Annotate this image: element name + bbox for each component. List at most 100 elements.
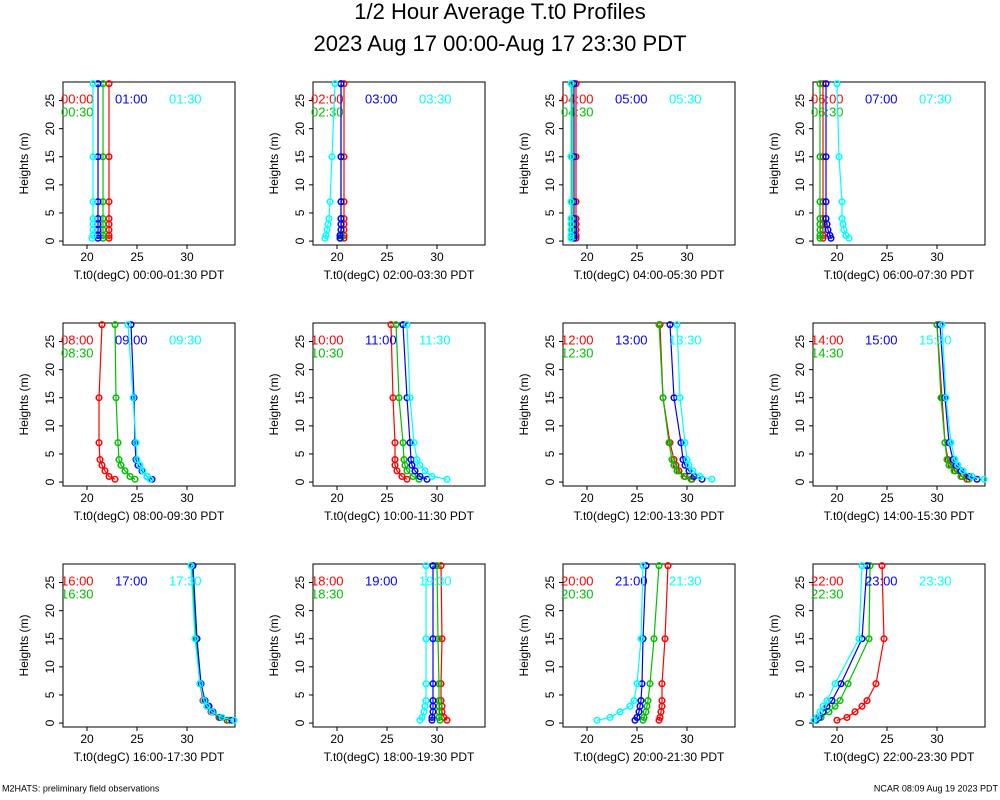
legend-entry: 10:30 bbox=[311, 345, 344, 360]
profile-point bbox=[421, 467, 429, 475]
profile-point bbox=[567, 80, 575, 88]
profile-point bbox=[973, 475, 981, 483]
profile-point bbox=[819, 80, 827, 88]
profile-point bbox=[831, 702, 839, 710]
profile-point bbox=[124, 321, 132, 329]
x-tick-label: 30 bbox=[430, 250, 444, 264]
y-tick-label: 10 bbox=[43, 178, 57, 192]
profile-point bbox=[680, 472, 688, 480]
profile-point bbox=[121, 467, 129, 475]
profile-point bbox=[114, 439, 122, 447]
profile-point bbox=[89, 80, 97, 88]
profile-point bbox=[89, 153, 97, 161]
profile-point bbox=[136, 461, 144, 469]
legend-entry: 05:30 bbox=[669, 91, 702, 106]
profile-point bbox=[410, 439, 418, 447]
profile-point bbox=[422, 635, 430, 643]
y-tick-label: 15 bbox=[543, 150, 557, 164]
x-tick-label: 25 bbox=[380, 732, 394, 746]
profile-point bbox=[863, 697, 871, 705]
legend-entry: 16:00 bbox=[61, 573, 94, 588]
y-tick-label: 0 bbox=[543, 478, 557, 485]
profile-point bbox=[696, 472, 704, 480]
x-axis-label: T.t0(degC) 22:00-23:30 PDT bbox=[824, 750, 975, 764]
y-tick-label: 0 bbox=[43, 478, 57, 485]
profile-point bbox=[673, 467, 681, 475]
y-tick-label: 5 bbox=[293, 209, 307, 216]
profile-point bbox=[679, 456, 687, 464]
profile-point bbox=[337, 215, 345, 223]
title: 1/2 Hour Average T.t0 Profiles bbox=[354, 0, 645, 24]
y-tick-label: 25 bbox=[43, 94, 57, 108]
profile-point bbox=[838, 215, 846, 223]
legend-entry: 15:00 bbox=[865, 332, 898, 347]
y-tick-label: 10 bbox=[43, 660, 57, 674]
profile-point bbox=[400, 456, 408, 464]
profile-point bbox=[655, 562, 663, 570]
x-tick-label: 30 bbox=[680, 250, 694, 264]
y-tick-label: 5 bbox=[43, 209, 57, 216]
y-tick-label: 25 bbox=[43, 576, 57, 590]
y-tick-label: 10 bbox=[793, 660, 807, 674]
profile-point bbox=[880, 635, 888, 643]
x-tick-label: 30 bbox=[180, 732, 194, 746]
profile-point bbox=[428, 472, 436, 480]
y-tick-label: 10 bbox=[293, 660, 307, 674]
y-tick-label: 0 bbox=[293, 478, 307, 485]
profile-point bbox=[567, 215, 575, 223]
y-tick-label: 0 bbox=[43, 237, 57, 244]
profile-point bbox=[831, 680, 839, 688]
y-axis-label: Heights (m) bbox=[267, 132, 281, 194]
x-tick-label: 25 bbox=[630, 491, 644, 505]
legend-entry: 18:00 bbox=[311, 573, 344, 588]
profile-point bbox=[637, 697, 645, 705]
profile-point bbox=[835, 153, 843, 161]
legend-entry: 00:00 bbox=[61, 91, 94, 106]
legend-entry: 13:30 bbox=[669, 332, 702, 347]
legend-entry: 12:30 bbox=[561, 345, 594, 360]
profile-point bbox=[646, 680, 654, 688]
plot-frame bbox=[562, 81, 736, 246]
profile-point bbox=[89, 215, 97, 223]
legend-entry: 21:00 bbox=[615, 573, 648, 588]
x-tick-label: 20 bbox=[580, 491, 594, 505]
profile-point bbox=[866, 562, 874, 570]
legend-entry: 04:00 bbox=[561, 91, 594, 106]
plot-frame bbox=[312, 563, 486, 728]
profile-point bbox=[416, 461, 424, 469]
profile-point bbox=[822, 198, 830, 206]
profile-point bbox=[438, 635, 446, 643]
profile-point bbox=[200, 697, 208, 705]
legend-entry: 06:00 bbox=[811, 91, 844, 106]
profile-point bbox=[633, 680, 641, 688]
legend-entry: 23:30 bbox=[919, 573, 952, 588]
x-tick-label: 20 bbox=[830, 491, 844, 505]
profile-line bbox=[127, 324, 151, 480]
y-tick-label: 25 bbox=[543, 335, 557, 349]
x-tick-label: 20 bbox=[330, 250, 344, 264]
profile-point bbox=[187, 562, 195, 570]
x-tick-label: 20 bbox=[330, 491, 344, 505]
x-axis-label: T.t0(degC) 20:00-21:30 PDT bbox=[574, 750, 725, 764]
x-axis-label: T.t0(degC) 00:00-01:30 PDT bbox=[74, 268, 225, 282]
x-tick-label: 30 bbox=[930, 491, 944, 505]
x-tick-label: 25 bbox=[630, 250, 644, 264]
profile-point bbox=[593, 716, 601, 724]
legend-entry: 19:00 bbox=[365, 573, 398, 588]
profile-point bbox=[650, 635, 658, 643]
legend-entry: 12:00 bbox=[561, 332, 594, 347]
profile-point bbox=[391, 439, 399, 447]
footer-left: M2HATS: preliminary field observations bbox=[2, 783, 160, 793]
x-tick-label: 30 bbox=[180, 491, 194, 505]
profile-point bbox=[328, 153, 336, 161]
y-tick-label: 0 bbox=[793, 719, 807, 726]
y-tick-label: 15 bbox=[543, 632, 557, 646]
profile-line bbox=[419, 565, 427, 721]
y-axis-label: Heights (m) bbox=[517, 132, 531, 194]
profile-point bbox=[132, 439, 140, 447]
legend-entry: 13:00 bbox=[615, 332, 648, 347]
y-tick-label: 15 bbox=[43, 150, 57, 164]
x-tick-label: 20 bbox=[580, 250, 594, 264]
legend-entry: 20:00 bbox=[561, 573, 594, 588]
profile-point bbox=[337, 153, 345, 161]
